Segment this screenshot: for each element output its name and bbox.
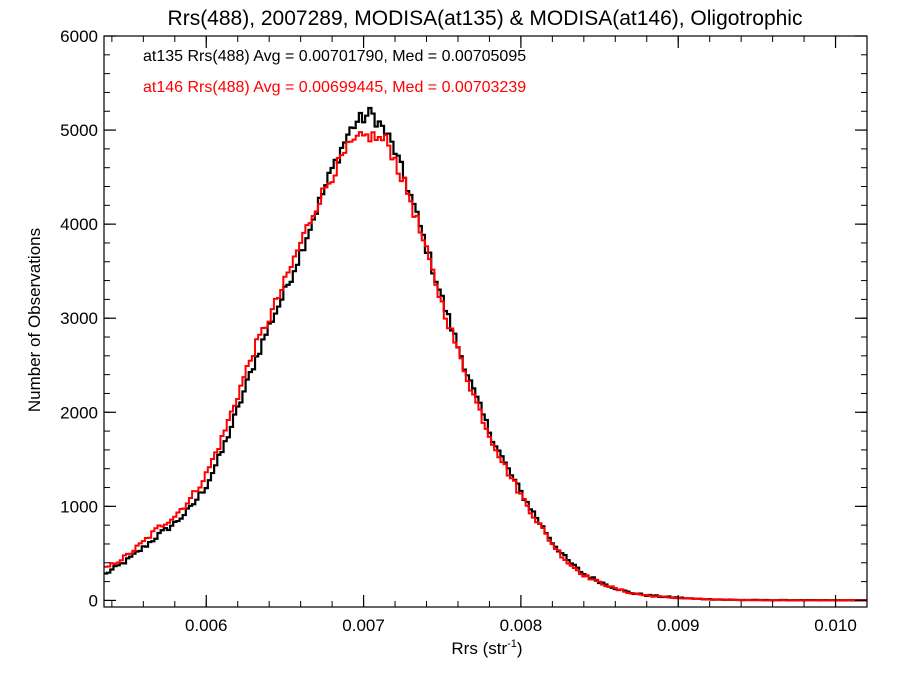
legend-entry-at135: at135 Rrs(488) Avg = 0.00701790, Med = 0…: [143, 48, 526, 65]
axes-layer: 0.006 0.007 0.008 0.009 0.010 0 1000 2000 3000 40…: [60, 27, 868, 635]
y-axis-label: Number of Observations: [25, 228, 44, 412]
y-tick-label: 2000: [60, 403, 98, 422]
x-axis-label-main: Rrs (str: [451, 639, 507, 658]
y-tick-label: 4000: [60, 215, 98, 234]
legend-entry-at146: at146 Rrs(488) Avg = 0.00699445, Med = 0…: [143, 79, 526, 96]
x-tick-label: 0.006: [185, 616, 228, 635]
y-tick-label: 0: [89, 591, 98, 610]
y-tick-label: 5000: [60, 121, 98, 140]
plot-frame: [103, 35, 868, 608]
series-line-at146: [104, 131, 867, 602]
series-layer: [104, 106, 867, 602]
x-tick-label: 0.008: [500, 616, 543, 635]
y-tick-label: 6000: [60, 27, 98, 46]
x-tick-label: 0.010: [814, 616, 857, 635]
x-axis-label-close: ): [517, 639, 523, 658]
x-axis-label: Rrs (str-1): [451, 638, 522, 658]
x-tick-label: 0.007: [342, 616, 385, 635]
x-tick-label: 0.009: [657, 616, 700, 635]
x-axis-label-superscript: -1: [507, 638, 517, 650]
y-tick-label: 1000: [60, 497, 98, 516]
chart-title: Rrs(488), 2007289, MODISA(at135) & MODIS…: [168, 7, 803, 30]
y-tick-label: 3000: [60, 309, 98, 328]
